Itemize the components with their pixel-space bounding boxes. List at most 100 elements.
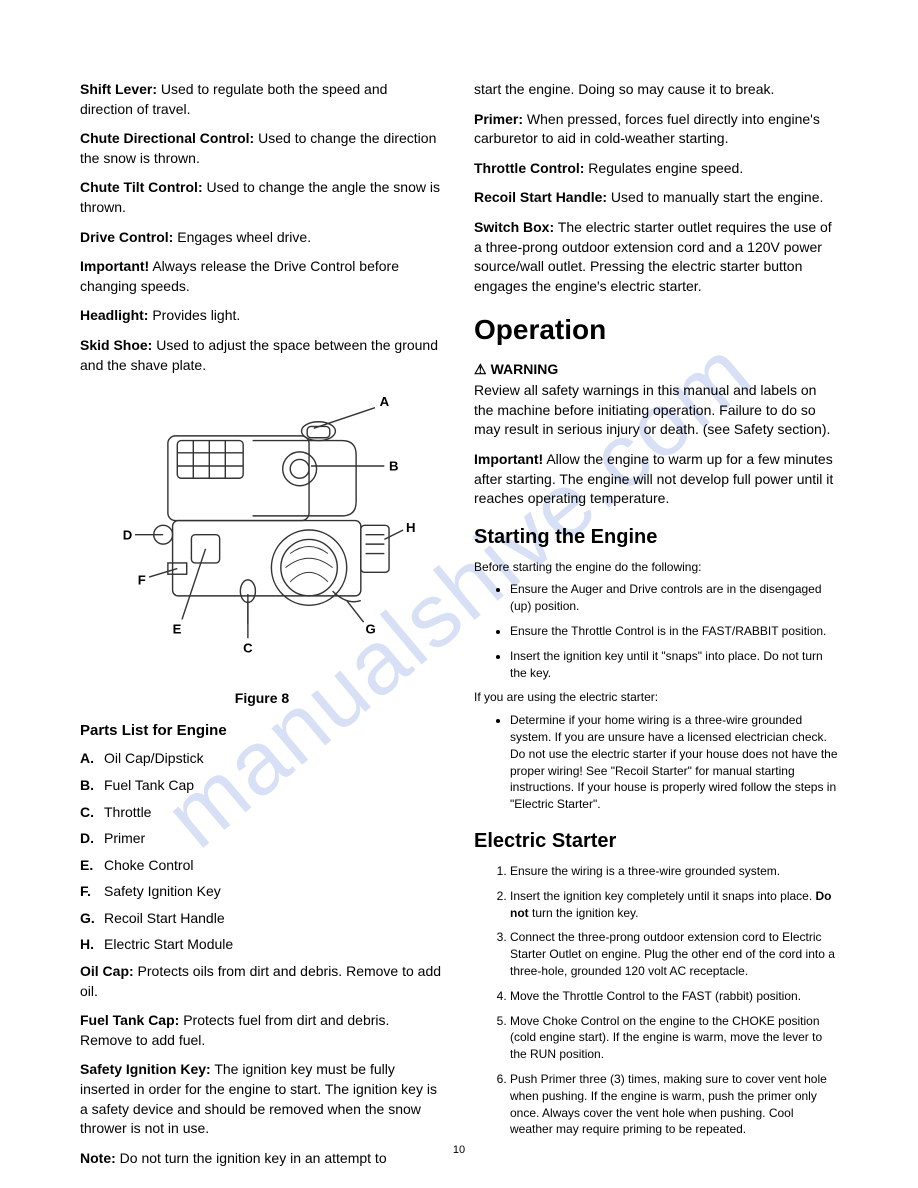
def-label: Fuel Tank Cap: <box>80 1012 179 1028</box>
def-text: Do not turn the ignition key in an attem… <box>116 1150 387 1166</box>
electric-steps: Ensure the wiring is a three-wire ground… <box>474 863 838 1138</box>
part-letter: H. <box>80 935 104 955</box>
list-item: Move Choke Control on the engine to the … <box>510 1013 838 1063</box>
def-label: Recoil Start Handle: <box>474 189 607 205</box>
warning-text: Review all safety warnings in this manua… <box>474 381 838 440</box>
def-text: Used to manually start the engine. <box>607 189 823 205</box>
def-label: Oil Cap: <box>80 963 134 979</box>
warning-label: WARNING <box>491 361 559 377</box>
right-column: start the engine. Doing so may cause it … <box>474 80 838 1178</box>
part-letter: B. <box>80 776 104 796</box>
def-label: Important! <box>474 451 543 467</box>
def-skid-shoe: Skid Shoe: Used to adjust the space betw… <box>80 336 444 375</box>
start-intro: Before starting the engine do the follow… <box>474 559 838 576</box>
part-name: Oil Cap/Dipstick <box>104 749 204 769</box>
def-label: Skid Shoe: <box>80 337 152 353</box>
part-letter: A. <box>80 749 104 769</box>
def-label: Chute Tilt Control: <box>80 179 203 195</box>
def-recoil-start: Recoil Start Handle: Used to manually st… <box>474 188 838 208</box>
def-drive-control: Drive Control: Engages wheel drive. <box>80 228 444 248</box>
def-label: Headlight: <box>80 307 148 323</box>
part-name: Throttle <box>104 803 151 823</box>
figure-8-container: A B C D E F G H Figure 8 <box>80 385 444 708</box>
electric-starter-heading: Electric Starter <box>474 827 838 855</box>
part-name: Recoil Start Handle <box>104 909 225 929</box>
list-item: A.Oil Cap/Dipstick <box>80 749 444 769</box>
electric-bullets: Determine if your home wiring is a three… <box>474 712 838 813</box>
def-label: Shift Lever: <box>80 81 157 97</box>
def-text: Protects oils from dirt and debris. Remo… <box>80 963 441 999</box>
part-name: Electric Start Module <box>104 935 233 955</box>
def-oil-cap: Oil Cap: Protects oils from dirt and deb… <box>80 962 444 1001</box>
warning-header: ⚠WARNING <box>474 360 838 380</box>
parts-list-heading: Parts List for Engine <box>80 720 444 741</box>
left-column: Shift Lever: Used to regulate both the s… <box>80 80 444 1178</box>
two-column-layout: Shift Lever: Used to regulate both the s… <box>80 80 838 1178</box>
fig-label-e: E <box>173 622 182 637</box>
important-text: Important! Allow the engine to warm up f… <box>474 450 838 509</box>
def-fuel-tank-cap: Fuel Tank Cap: Protects fuel from dirt a… <box>80 1011 444 1050</box>
list-item: Insert the ignition key until it "snaps"… <box>510 648 838 682</box>
list-item: Ensure the wiring is a three-wire ground… <box>510 863 838 880</box>
continuation-text: start the engine. Doing so may cause it … <box>474 80 838 100</box>
part-name: Primer <box>104 829 145 849</box>
list-item: Determine if your home wiring is a three… <box>510 712 838 813</box>
fig-label-b: B <box>389 459 399 474</box>
def-label: Safety Ignition Key: <box>80 1061 211 1077</box>
fig-label-a: A <box>380 394 390 409</box>
def-note: Note: Do not turn the ignition key in an… <box>80 1149 444 1169</box>
electric-intro: If you are using the electric starter: <box>474 689 838 706</box>
list-item: Connect the three-prong outdoor extensio… <box>510 929 838 979</box>
def-text: Provides light. <box>148 307 240 323</box>
parts-list: A.Oil Cap/Dipstick B.Fuel Tank Cap C.Thr… <box>80 749 444 955</box>
def-headlight: Headlight: Provides light. <box>80 306 444 326</box>
list-item: Ensure the Throttle Control is in the FA… <box>510 623 838 640</box>
part-name: Safety Ignition Key <box>104 882 221 902</box>
list-item: Ensure the Auger and Drive controls are … <box>510 581 838 615</box>
def-label: Chute Directional Control: <box>80 130 254 146</box>
list-item: F.Safety Ignition Key <box>80 882 444 902</box>
list-item: Insert the ignition key completely until… <box>510 888 838 922</box>
def-text: When pressed, forces fuel directly into … <box>474 111 820 147</box>
def-throttle-control: Throttle Control: Regulates engine speed… <box>474 159 838 179</box>
def-label: Note: <box>80 1150 116 1166</box>
operation-heading: Operation <box>474 310 838 349</box>
fig-label-d: D <box>123 528 133 543</box>
def-chute-directional: Chute Directional Control: Used to chang… <box>80 129 444 168</box>
part-letter: D. <box>80 829 104 849</box>
def-primer: Primer: When pressed, forces fuel direct… <box>474 110 838 149</box>
list-item: B.Fuel Tank Cap <box>80 776 444 796</box>
part-letter: C. <box>80 803 104 823</box>
list-item: E.Choke Control <box>80 856 444 876</box>
figure-caption: Figure 8 <box>80 689 444 709</box>
start-bullets: Ensure the Auger and Drive controls are … <box>474 581 838 681</box>
warning-triangle-icon: ⚠ <box>474 361 487 377</box>
def-text: Engages wheel drive. <box>173 229 311 245</box>
list-item: H.Electric Start Module <box>80 935 444 955</box>
list-item: G.Recoil Start Handle <box>80 909 444 929</box>
part-letter: E. <box>80 856 104 876</box>
def-important: Important! Always release the Drive Cont… <box>80 257 444 296</box>
fig-label-g: G <box>366 622 376 637</box>
def-chute-tilt: Chute Tilt Control: Used to change the a… <box>80 178 444 217</box>
part-name: Choke Control <box>104 856 194 876</box>
part-letter: F. <box>80 882 104 902</box>
fig-label-c: C <box>243 640 253 655</box>
def-label: Primer: <box>474 111 523 127</box>
fig-label-f: F <box>138 573 146 588</box>
part-letter: G. <box>80 909 104 929</box>
def-label: Switch Box: <box>474 219 554 235</box>
part-name: Fuel Tank Cap <box>104 776 194 796</box>
def-label: Throttle Control: <box>474 160 584 176</box>
def-label: Drive Control: <box>80 229 173 245</box>
step-text: turn the ignition key. <box>529 906 639 920</box>
def-label: Important! <box>80 258 149 274</box>
step-text: Insert the ignition key completely until… <box>510 889 816 903</box>
def-shift-lever: Shift Lever: Used to regulate both the s… <box>80 80 444 119</box>
list-item: D.Primer <box>80 829 444 849</box>
def-switch-box: Switch Box: The electric starter outlet … <box>474 218 838 296</box>
def-safety-ignition-key: Safety Ignition Key: The ignition key mu… <box>80 1060 444 1138</box>
engine-diagram: A B C D E F G H <box>102 385 422 675</box>
list-item: Push Primer three (3) times, making sure… <box>510 1071 838 1138</box>
def-text: Regulates engine speed. <box>584 160 743 176</box>
